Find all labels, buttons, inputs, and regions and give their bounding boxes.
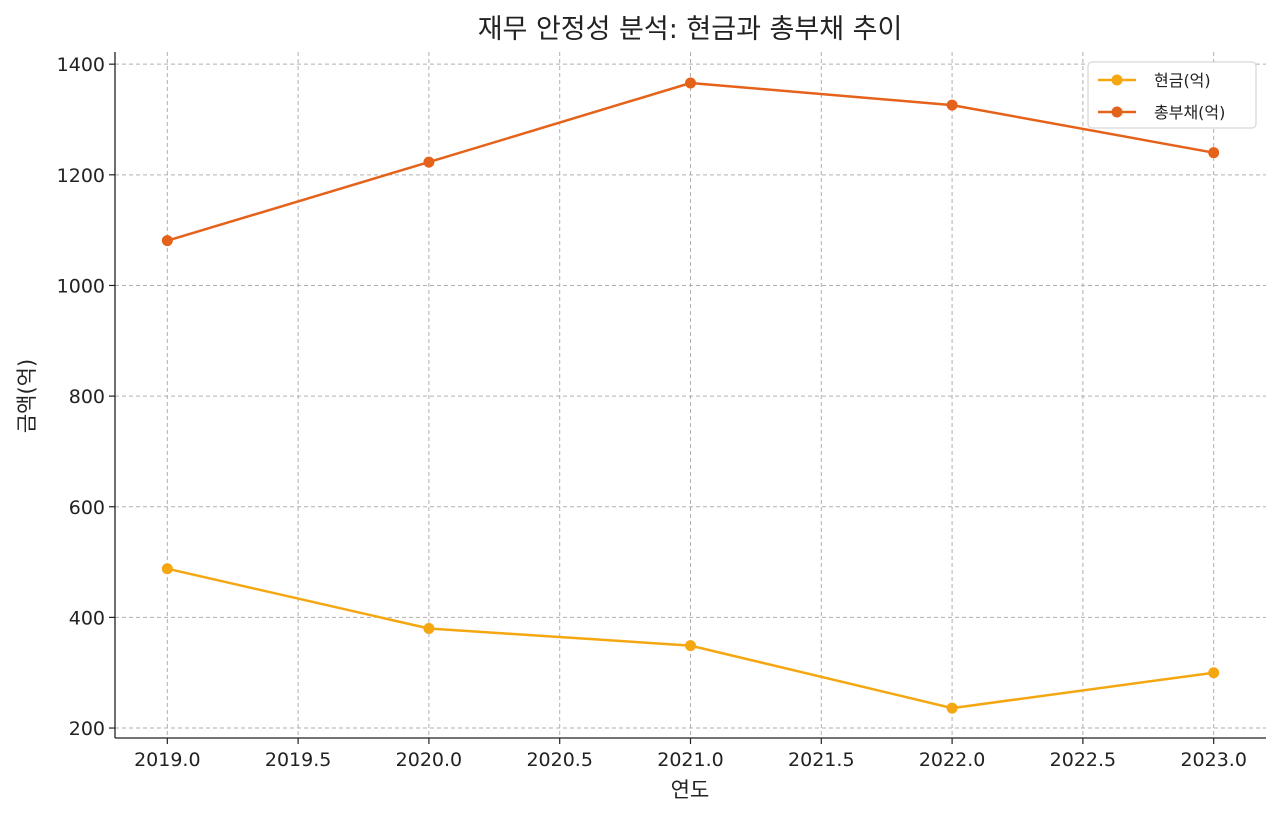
y-tick-label: 200: [69, 718, 105, 740]
grid: [115, 52, 1266, 738]
data-point-series-1: [946, 99, 958, 111]
x-tick-label: 2023.0: [1180, 749, 1246, 771]
y-tick-label: 1200: [57, 165, 105, 187]
x-tick-label: 2022.0: [919, 749, 985, 771]
data-point-series-1: [423, 156, 435, 168]
series-line-1: [166, 81, 1214, 242]
y-tick-label: 800: [69, 386, 105, 408]
legend: 현금(억) 총부채(억): [1087, 61, 1257, 129]
data-point-series-1: [161, 235, 173, 247]
data-point-series-0: [161, 563, 173, 575]
x-tick-label: 2020.5: [526, 749, 592, 771]
y-axis-label: 금액(억): [15, 359, 39, 433]
y-axis-ticks: 200 400 600 800 1000 1200 1400: [57, 54, 115, 740]
data-point-series-0: [1208, 667, 1220, 679]
legend-marker-total-debt: [1111, 106, 1123, 118]
x-axis-label: 연도: [671, 778, 710, 802]
data-point-series-1: [1208, 147, 1220, 159]
series-group: [161, 77, 1220, 714]
data-point-series-0: [423, 622, 435, 634]
legend-label-cash: 현금(억): [1154, 71, 1211, 90]
data-point-series-1: [685, 77, 696, 89]
x-tick-label: 2021.5: [788, 749, 854, 771]
x-tick-label: 2019.0: [134, 749, 200, 771]
x-tick-label: 2021.0: [657, 749, 723, 771]
x-tick-label: 2020.0: [396, 749, 462, 771]
legend-label-total-debt: 총부채(억): [1154, 103, 1225, 122]
x-axis-ticks: 2019.0 2019.5 2020.0 2020.5 2021.0 2021.5 2022…: [134, 738, 1247, 771]
chart-title: 재무 안정성 분석: 현금과 총부채 추이: [478, 14, 903, 45]
data-point-series-0: [946, 702, 958, 714]
y-tick-label: 600: [69, 497, 105, 519]
y-tick-label: 1000: [57, 275, 105, 297]
y-tick-label: 1400: [57, 54, 105, 76]
series-line-0: [167, 567, 1214, 710]
y-tick-label: 400: [69, 607, 105, 629]
legend-marker-cash: [1111, 74, 1123, 86]
x-tick-label: 2019.5: [265, 749, 331, 771]
x-tick-label: 2022.5: [1050, 749, 1116, 771]
data-point-series-0: [685, 640, 696, 652]
